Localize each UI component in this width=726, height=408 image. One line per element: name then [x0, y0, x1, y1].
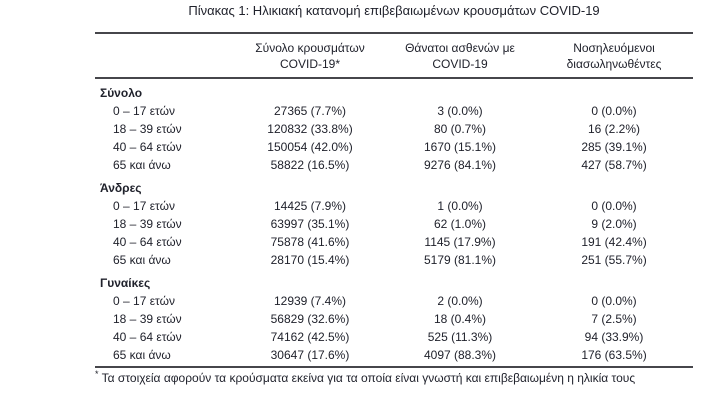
deaths-cell: 4097 (88.3%) [423, 348, 497, 362]
table-row: 65 και άνω 30647 (17.6%) 4097 (88.3%) 17… [95, 346, 693, 367]
deaths-cell: 1145 (17.9%) [424, 235, 496, 249]
table-row: 0 – 17 ετών 12939 (7.4%) 2 (0.0%) 0 (0.0… [95, 292, 693, 310]
header-empty-cell [95, 33, 235, 79]
deaths-cell: 2 (0.0%) [437, 294, 483, 308]
age-cell: 18 – 39 ετών [113, 217, 182, 231]
footnote-marker: * [95, 369, 99, 379]
column-header-line: Θάνατοι ασθενών με [405, 41, 515, 55]
age-cell: 65 και άνω [113, 348, 171, 362]
column-header-line: διασωληνωθέντες [566, 57, 662, 71]
table-row: 18 – 39 ετών 120832 (33.8%) 80 (0.7%) 16… [95, 120, 693, 138]
column-header-deaths: Θάνατοι ασθενών με COVID-19 [385, 33, 535, 79]
section-row-women: Γυναίκες [95, 269, 693, 292]
cases-cell: 27365 (7.7%) [273, 104, 347, 118]
age-cell: 0 – 17 ετών [113, 104, 175, 118]
page-title: Πίνακας 1: Ηλικιακή κατανομή επιβεβαιωμέ… [188, 3, 600, 18]
intubated-cell: 0 (0.0%) [591, 294, 637, 308]
intubated-cell: 0 (0.0%) [591, 104, 637, 118]
column-header-line: COVID-19 [432, 57, 488, 71]
footnote: * Τα στοιχεία αφορούν τα κρούσματα εκείν… [95, 369, 693, 386]
intubated-cell: 16 (2.2%) [587, 122, 641, 136]
age-cell: 65 και άνω [113, 158, 171, 172]
cases-cell: 28170 (15.4%) [270, 253, 350, 267]
table-row: 18 – 39 ετών 56829 (32.6%) 18 (0.4%) 7 (… [95, 310, 693, 328]
column-header-intubated: Νοσηλευόμενοι διασωληνωθέντες [535, 33, 693, 79]
intubated-cell: 251 (55.7%) [581, 253, 647, 267]
cases-cell: 150054 (42.0%) [267, 140, 353, 154]
deaths-cell: 18 (0.4%) [433, 312, 487, 326]
intubated-cell: 9 (2.0%) [591, 217, 637, 231]
header-row: Σύνολο κρουσμάτων COVID-19* Θάνατοι ασθε… [95, 33, 693, 79]
table-container: Πίνακας 1: Ηλικιακή κατανομή επιβεβαιωμέ… [95, 0, 693, 386]
cases-cell: 120832 (33.8%) [267, 122, 353, 136]
deaths-cell: 525 (11.3%) [427, 330, 493, 344]
age-cell: 40 – 64 ετών [113, 235, 182, 249]
table-row: 0 – 17 ετών 14425 (7.9%) 1 (0.0%) 0 (0.0… [95, 197, 693, 215]
age-cell: 0 – 17 ετών [113, 199, 175, 213]
age-cell: 40 – 64 ετών [113, 140, 182, 154]
intubated-cell: 285 (39.1%) [581, 140, 647, 154]
age-cell: 18 – 39 ετών [113, 122, 182, 136]
deaths-cell: 9276 (84.1%) [423, 158, 497, 172]
intubated-cell: 191 (42.4%) [581, 235, 647, 249]
age-cell: 40 – 64 ετών [113, 330, 182, 344]
cases-cell: 63997 (35.1%) [270, 217, 350, 231]
column-header-line: COVID-19* [279, 57, 341, 71]
table-row: 0 – 17 ετών 27365 (7.7%) 3 (0.0%) 0 (0.0… [95, 102, 693, 120]
deaths-cell: 1 (0.0%) [437, 199, 483, 213]
table-row: 40 – 64 ετών 75878 (41.6%) 1145 (17.9%) … [95, 233, 693, 251]
cases-cell: 12939 (7.4%) [273, 294, 347, 308]
intubated-cell: 0 (0.0%) [591, 199, 637, 213]
section-row-total: Σύνολο [95, 78, 693, 102]
table-row: 18 – 39 ετών 63997 (35.1%) 62 (1.0%) 9 (… [95, 215, 693, 233]
column-header-line: Σύνολο κρουσμάτων [255, 41, 365, 55]
age-distribution-table: Σύνολο κρουσμάτων COVID-19* Θάνατοι ασθε… [95, 32, 693, 368]
cases-cell: 74162 (42.5%) [270, 330, 350, 344]
section-label: Σύνολο [100, 86, 143, 100]
cases-cell: 56829 (32.6%) [270, 312, 350, 326]
section-row-men: Άνδρες [95, 174, 693, 197]
section-label: Γυναίκες [100, 276, 151, 290]
intubated-cell: 427 (58.7%) [581, 158, 647, 172]
deaths-cell: 3 (0.0%) [437, 104, 483, 118]
intubated-cell: 94 (33.9%) [584, 330, 644, 344]
section-label: Άνδρες [100, 181, 142, 195]
intubated-cell: 7 (2.5%) [591, 312, 637, 326]
table-row: 40 – 64 ετών 74162 (42.5%) 525 (11.3%) 9… [95, 328, 693, 346]
deaths-cell: 5179 (81.1%) [423, 253, 497, 267]
table-row: 65 και άνω 58822 (16.5%) 9276 (84.1%) 42… [95, 156, 693, 174]
column-header-line: Νοσηλευόμενοι [573, 41, 655, 55]
deaths-cell: 80 (0.7%) [433, 122, 487, 136]
cases-cell: 30647 (17.6%) [270, 348, 350, 362]
deaths-cell: 1670 (15.1%) [423, 140, 497, 154]
age-cell: 65 και άνω [113, 253, 171, 267]
cases-cell: 75878 (41.6%) [270, 235, 350, 249]
table-row: 65 και άνω 28170 (15.4%) 5179 (81.1%) 25… [95, 251, 693, 269]
table-row: 40 – 64 ετών 150054 (42.0%) 1670 (15.1%)… [95, 138, 693, 156]
cases-cell: 14425 (7.9%) [273, 199, 347, 213]
age-cell: 0 – 17 ετών [113, 294, 175, 308]
deaths-cell: 62 (1.0%) [433, 217, 487, 231]
footnote-text: Τα στοιχεία αφορούν τα κρούσματα εκείνα … [101, 371, 636, 385]
intubated-cell: 176 (63.5%) [581, 348, 647, 362]
column-header-total-cases: Σύνολο κρουσμάτων COVID-19* [235, 33, 385, 79]
age-cell: 18 – 39 ετών [113, 312, 182, 326]
cases-cell: 58822 (16.5%) [270, 158, 350, 172]
